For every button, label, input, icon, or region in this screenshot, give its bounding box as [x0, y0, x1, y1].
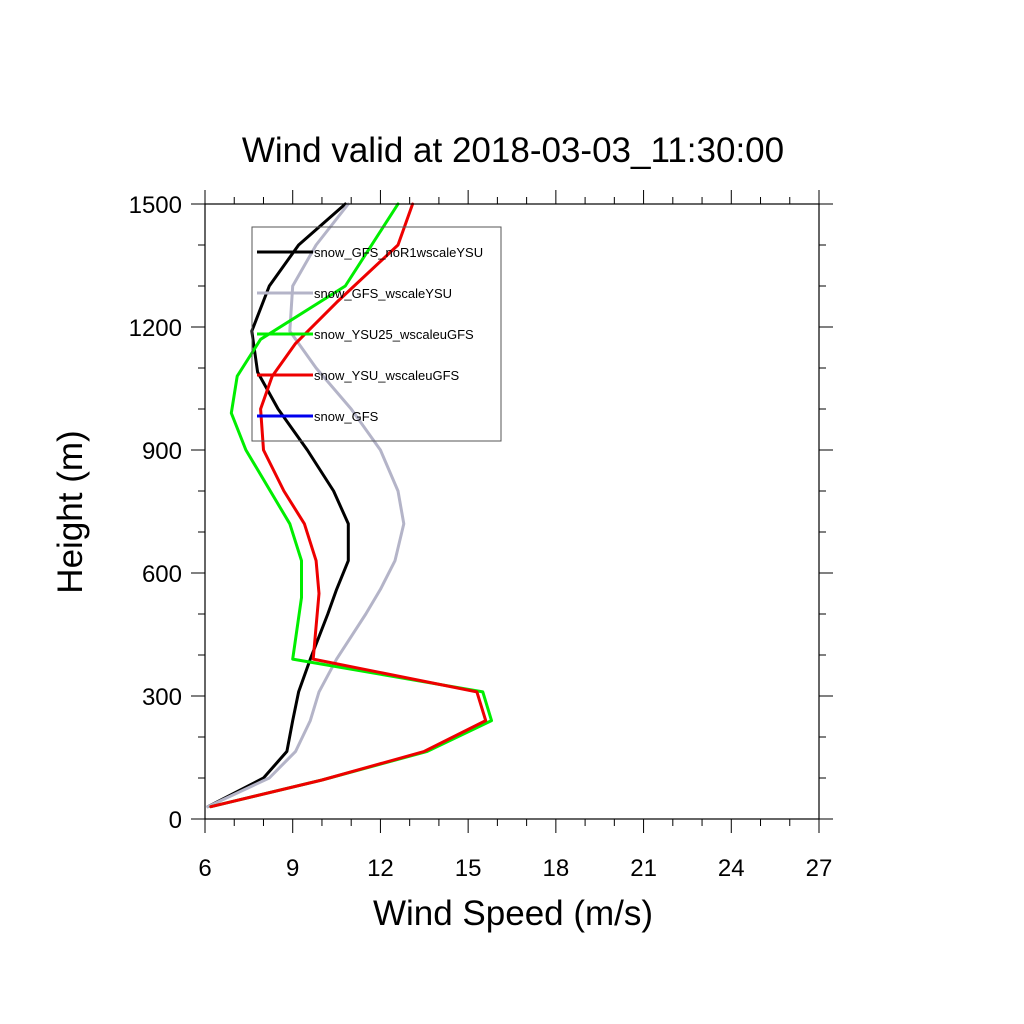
y-tick-label: 900 [142, 438, 182, 465]
series-line-0 [206, 202, 350, 809]
x-tick-label: 9 [286, 855, 299, 882]
y-tick-label: 1500 [129, 192, 182, 219]
y-tick-label: 1200 [129, 315, 182, 342]
x-tick-label: 15 [455, 855, 482, 882]
legend-label-4: snow_GFS [314, 409, 379, 424]
series-line-1 [206, 202, 406, 809]
legend-label-1: snow_GFS_wscaleYSU [314, 286, 452, 301]
legend-box [251, 226, 502, 442]
y-tick-label: 600 [142, 561, 182, 588]
x-tick-label: 21 [630, 855, 657, 882]
series-line-3 [209, 202, 488, 809]
x-tick-label: 24 [718, 855, 745, 882]
axis-layer: 6 9 12 15 18 21 24 27 0 300 600 900 1200 1500 [129, 190, 833, 882]
x-tick-label: 27 [806, 855, 833, 882]
legend-label-0: snow_GFS_noR1wscaleYSU [314, 245, 483, 260]
y-tick-label: 0 [169, 807, 182, 834]
legend: snow_GFS_noR1wscaleYSU snow_GFS_wscaleYSU… [251, 226, 502, 442]
y-axis-label: Height (m) [51, 430, 90, 593]
legend-label-2: snow_YSU25_wscaleuGFS [314, 327, 474, 342]
plot-frame [204, 203, 820, 820]
chart-title: Wind valid at 2018-03-03_11:30:00 [242, 131, 784, 170]
x-tick-label: 18 [543, 855, 570, 882]
series-layer [206, 202, 493, 809]
series-line-2 [209, 202, 493, 809]
y-tick-label: 300 [142, 684, 182, 711]
x-tick-label: 12 [367, 855, 394, 882]
x-axis-label: Wind Speed (m/s) [373, 894, 653, 933]
x-tick-label: 6 [198, 855, 211, 882]
legend-label-3: snow_YSU_wscaleuGFS [314, 368, 460, 383]
